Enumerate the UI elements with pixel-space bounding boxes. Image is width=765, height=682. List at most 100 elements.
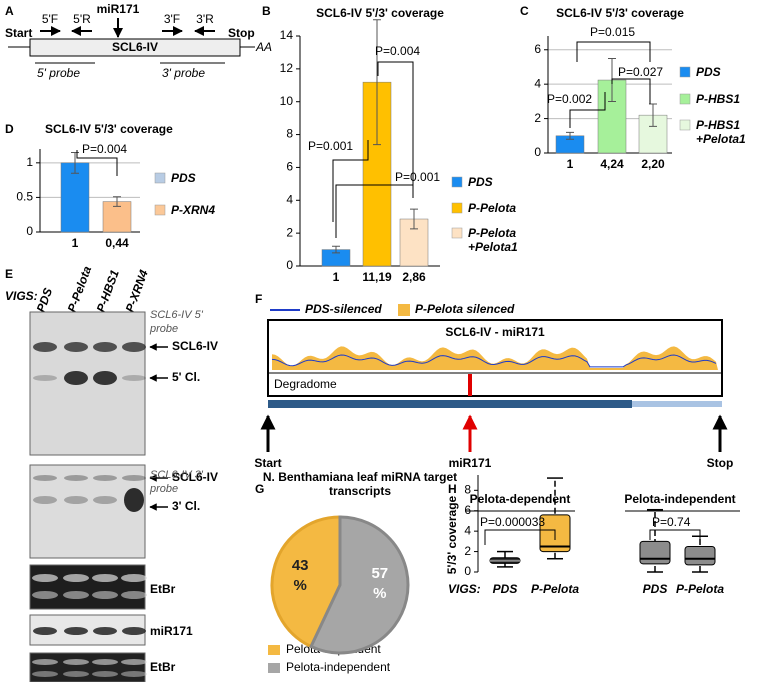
pie-slice xyxy=(309,515,410,655)
chart-title: SCL6-IV 5'/3' coverage xyxy=(556,6,684,20)
band xyxy=(32,659,58,665)
blot xyxy=(29,652,146,682)
track-title: SCL6-IV - miR171 xyxy=(445,325,545,339)
band xyxy=(33,342,57,352)
band xyxy=(121,671,147,677)
panel-label: H xyxy=(448,482,457,496)
value-label: 4,24 xyxy=(600,157,624,171)
start-label: Start xyxy=(5,26,32,40)
y-tick-label: 6 xyxy=(534,42,541,56)
legend-swatch xyxy=(679,93,691,105)
band-label: 5' Cl. xyxy=(172,370,200,384)
y-tick-label: 2 xyxy=(464,544,471,558)
x-tick-label: P-Pelota xyxy=(676,582,724,596)
primer-label: 5'R xyxy=(73,12,91,26)
legend-label: PDS xyxy=(468,175,493,189)
probe-label: SCL6-IV 5' probe xyxy=(150,309,203,335)
bracket xyxy=(649,529,701,545)
band xyxy=(64,475,88,481)
value-label: 57 % xyxy=(371,565,389,603)
band xyxy=(64,342,88,352)
gene-bar-utr xyxy=(632,401,722,407)
annotation: P=0.000033 xyxy=(480,515,545,529)
band xyxy=(92,574,118,582)
error-bar xyxy=(566,131,574,140)
bracket xyxy=(377,61,414,195)
band xyxy=(63,574,89,582)
primer-label: 3'R xyxy=(196,12,214,26)
panel-label: B xyxy=(262,4,271,18)
value-label: 2,86 xyxy=(402,270,426,284)
band xyxy=(93,371,117,385)
value-label: 43 % xyxy=(291,556,309,594)
chart-title: SCL6-IV 5'/3' coverage xyxy=(316,6,444,20)
y-tick-label: 0 xyxy=(286,258,293,272)
annotation: P=0.027 xyxy=(618,65,663,79)
group-label: Pelota-dependent xyxy=(470,492,571,506)
band xyxy=(63,659,89,665)
legend-label: P-Pelota +Pelota1 xyxy=(468,226,518,254)
legend-label: P-HBS1 +Pelota1 xyxy=(696,118,746,146)
y-tick-label: 0 xyxy=(26,224,33,238)
panel-label: G xyxy=(255,482,264,496)
bracket xyxy=(332,140,369,222)
band xyxy=(63,671,89,677)
band xyxy=(121,591,147,599)
y-tick-label: 6 xyxy=(286,160,293,174)
bracket xyxy=(611,78,651,104)
band xyxy=(121,574,147,582)
x-tick-label: PDS xyxy=(643,582,668,596)
marker-label: Start xyxy=(254,456,281,470)
bar xyxy=(60,162,90,233)
y-tick-label: 0 xyxy=(534,145,541,159)
value-label: 1 xyxy=(333,270,340,284)
bracket xyxy=(484,529,556,545)
y-tick-label: 10 xyxy=(280,94,294,108)
band xyxy=(32,574,58,582)
lane-label: P-XRN4 xyxy=(123,268,151,314)
legend-label: PDS xyxy=(171,171,196,185)
annotation: P=0.004 xyxy=(375,44,420,58)
annotation: P=0.002 xyxy=(547,92,592,106)
legend-swatch xyxy=(451,176,463,188)
legend-swatch xyxy=(451,227,463,239)
value-label: 11,19 xyxy=(362,270,392,284)
stain-label: EtBr xyxy=(150,660,176,674)
coverage-line xyxy=(271,354,717,368)
value-label: 1 xyxy=(72,236,79,250)
legend-swatch xyxy=(679,119,691,131)
error-bar xyxy=(410,208,418,230)
band-label: SCL6-IV xyxy=(172,339,218,353)
panel-label: C xyxy=(520,4,529,18)
annotation: P=0.001 xyxy=(395,170,440,184)
legend-label: P-XRN4 xyxy=(171,203,216,217)
legend-swatch xyxy=(268,645,280,655)
stain-label: miR171 xyxy=(150,624,193,638)
band xyxy=(93,342,117,352)
panel-label: D xyxy=(5,122,14,136)
bracket xyxy=(576,41,651,62)
gene-name: SCL6-IV xyxy=(112,40,158,54)
axis-prefix: VIGS: xyxy=(448,582,481,596)
blot xyxy=(29,564,146,610)
legend-label: P-Pelota silenced xyxy=(415,302,515,316)
probe-label: SCL6-IV 3' probe xyxy=(150,469,203,495)
chart-title: N. Benthamiana leaf miRNA target transcr… xyxy=(262,470,458,498)
legend-label: P-HBS1 xyxy=(696,92,741,106)
bracket xyxy=(335,184,414,238)
poly-a: AA xyxy=(255,40,272,54)
vigs-label: VIGS: xyxy=(5,289,38,303)
band xyxy=(92,671,118,677)
band xyxy=(33,496,57,504)
value-label: 2,20 xyxy=(641,157,665,171)
blot xyxy=(29,464,146,559)
blot xyxy=(29,311,146,456)
band xyxy=(63,591,89,599)
legend-swatch xyxy=(679,66,691,78)
legend-swatch xyxy=(268,663,280,673)
lane-label: P-HBS1 xyxy=(94,268,122,314)
y-tick-label: 2 xyxy=(534,111,541,125)
stain-label: EtBr xyxy=(150,582,176,596)
bracket xyxy=(569,92,606,128)
